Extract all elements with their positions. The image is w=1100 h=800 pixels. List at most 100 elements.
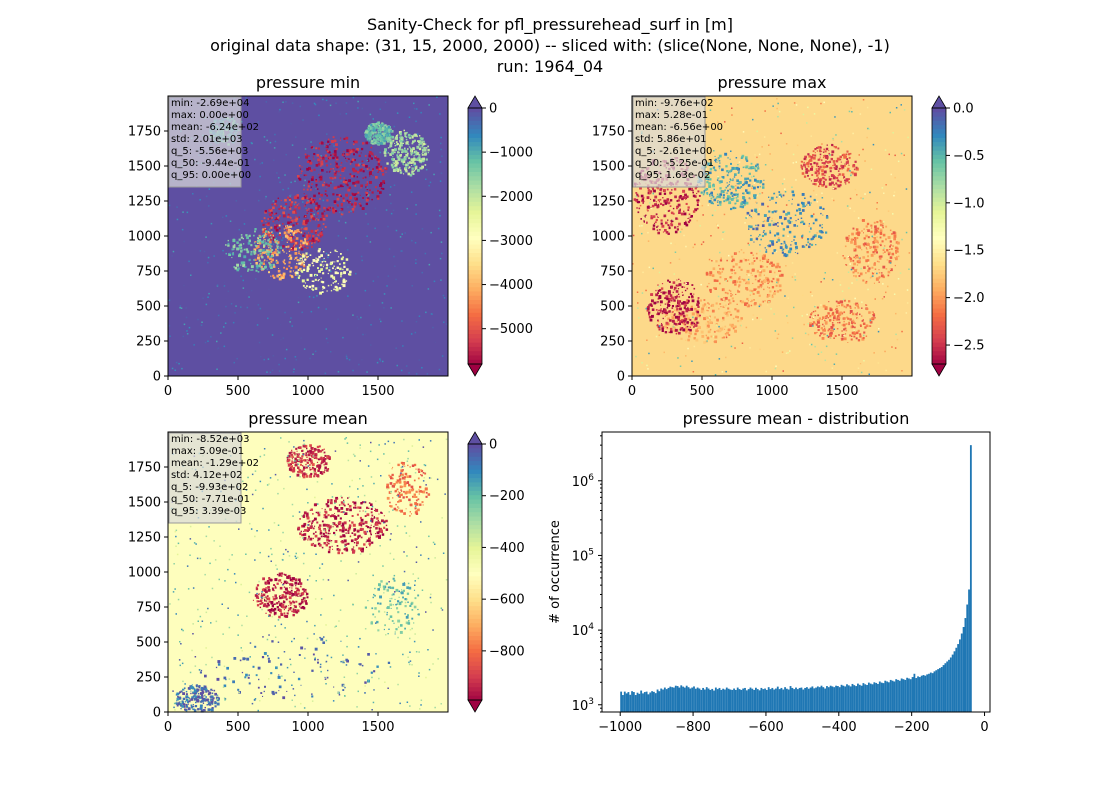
histogram-bar [902, 679, 905, 712]
colorbar-tick-label: −2.0 [953, 291, 985, 306]
colorbar-segment [468, 614, 482, 620]
histogram-bar [791, 687, 794, 712]
histogram-bar [842, 685, 845, 712]
colorbar-segment [932, 218, 946, 224]
histogram-bar [924, 675, 927, 712]
colorbar-segment [932, 116, 946, 122]
colorbar-segment [468, 473, 482, 479]
histogram-bar [911, 677, 914, 712]
colorbar: 0 −200 −400 −600 −800 [467, 431, 525, 713]
histogram-bar [806, 687, 808, 712]
histogram-bar [948, 659, 950, 712]
y-tick-label: 250 [600, 335, 625, 350]
histogram-bar [882, 683, 885, 712]
colorbar-segment [932, 197, 946, 203]
colorbar-segment [468, 572, 482, 577]
heatmap-texture [168, 96, 448, 375]
colorbar-segment [468, 606, 482, 611]
colorbar-frame [467, 107, 483, 365]
colorbar-segment [932, 163, 946, 169]
histogram-bar [725, 687, 728, 712]
colorbar-segment [468, 567, 482, 573]
colorbar-segment [468, 146, 482, 152]
colorbar-extend-top [931, 95, 947, 109]
colorbar-segment [468, 648, 482, 654]
histogram-bar [969, 445, 972, 712]
y-tick-label: 1750 [592, 125, 625, 140]
colorbar-segment [932, 312, 946, 318]
colorbar-extend-top [467, 431, 483, 445]
y-axis-label: # of occurrence [548, 520, 563, 624]
y-tick-label: 1250 [128, 531, 161, 546]
colorbar-segment [468, 325, 482, 331]
stats-line: q_95: 3.39e-03 [171, 506, 246, 517]
colorbar-segment [468, 189, 482, 194]
colorbar-segment [932, 317, 946, 322]
histogram-bar [629, 694, 632, 712]
colorbar-segment [468, 201, 482, 207]
stats-line: std: 4.12e+02 [171, 470, 243, 481]
histogram-bar [704, 689, 706, 712]
colorbar-extend-top [467, 95, 483, 109]
stats-line: q_5: -5.56e+03 [171, 146, 248, 157]
colorbar-segment [468, 172, 482, 177]
colorbar: 0 −1000 −2000 −3000 −4000 −5000 [467, 95, 533, 377]
histogram-bar [785, 688, 788, 712]
histogram-bar [683, 687, 686, 712]
histogram-bar [875, 682, 878, 712]
colorbar-segment [468, 636, 482, 641]
colorbar-segment [932, 295, 946, 301]
colorbar-segment [932, 142, 946, 147]
y-tick-label: 0 [617, 370, 625, 385]
colorbar-tick-label: −5000 [489, 322, 533, 337]
histogram-bar [962, 627, 965, 712]
colorbar-segment [468, 142, 482, 147]
colorbar-segment [468, 295, 482, 301]
histogram-bar [660, 688, 663, 712]
histogram-bar [964, 618, 967, 712]
colorbar-segment [932, 359, 946, 365]
colorbar-tick-label: −0.5 [953, 149, 985, 164]
histogram-bar [716, 689, 719, 712]
histogram-bar [897, 679, 899, 712]
y-tick-label: 500 [136, 300, 161, 315]
colorbar-segment [468, 512, 482, 518]
histogram-bar [745, 690, 748, 712]
colorbar-tick-label: −1.0 [953, 196, 985, 211]
histogram-bar [722, 688, 725, 712]
histogram-bar [909, 679, 912, 712]
histogram-bar [680, 685, 683, 712]
colorbar-segment [932, 193, 946, 199]
histogram-bar [731, 689, 734, 712]
histogram-bar [773, 689, 776, 712]
histogram-bar [951, 654, 954, 712]
histogram-bar [700, 689, 703, 712]
histogram-bar [627, 692, 630, 712]
histogram-bar [694, 688, 697, 712]
x-tick-label: 1500 [361, 720, 394, 735]
histogram-bar [847, 685, 850, 712]
colorbar-segment [932, 334, 946, 339]
colorbar-segment [468, 593, 482, 599]
colorbar-segment [468, 355, 482, 361]
colorbar-segment [468, 601, 482, 607]
y-tick-label: 1750 [128, 461, 161, 476]
histogram-bar [918, 677, 921, 712]
histogram-bar [942, 665, 945, 712]
colorbar-segment [468, 537, 482, 543]
colorbar-segment [468, 129, 482, 135]
colorbar-segment [468, 486, 482, 492]
histogram-bar [709, 689, 712, 712]
heatmap-panel-3: pressure mean 0 500 1000 1500 0 250 500 750 1000 1… [128, 409, 525, 735]
x-tick-label: 1000 [291, 384, 324, 399]
histogram-bar [669, 686, 672, 712]
histogram-bar [906, 677, 909, 712]
colorbar-segment [468, 240, 482, 246]
colorbar-segment [468, 253, 482, 258]
colorbar-segment [468, 274, 482, 280]
x-tick-label: 1500 [825, 384, 858, 399]
colorbar-segment [468, 184, 482, 190]
histogram-bar [908, 678, 910, 712]
histogram-bar [937, 669, 939, 712]
colorbar-segment [468, 227, 482, 233]
